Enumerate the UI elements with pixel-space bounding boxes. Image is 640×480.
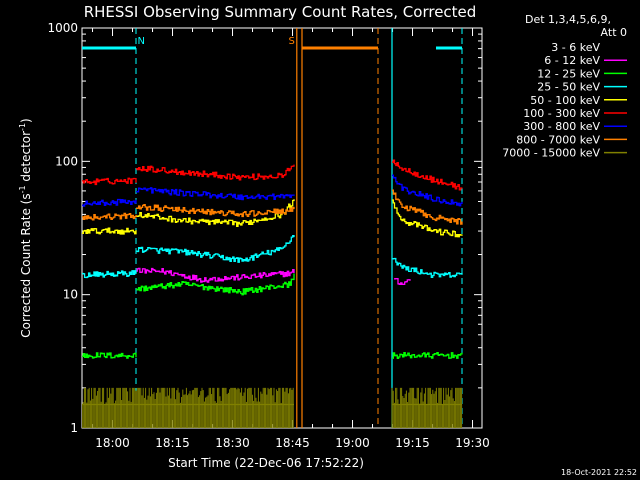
x-tick-label: 19:30: [455, 436, 490, 450]
legend-label-300-800-kev: 300 - 800 keV: [523, 120, 600, 133]
y-tick-label: 10: [63, 288, 78, 302]
x-tick-label: 18:30: [215, 436, 250, 450]
y-axis-label: Corrected Count Rate (s-1 detector-1): [18, 118, 33, 337]
legend-label-800-7000-kev: 800 - 7000 keV: [516, 133, 600, 146]
series-25-50-kev-segment: [392, 257, 463, 279]
x-tick-label: 18:45: [275, 436, 310, 450]
legend-header-line-1: Det 1,3,4,5,6,9,: [525, 13, 611, 26]
marker-n-label: N: [138, 36, 145, 47]
legend-header-line-2: Att 0: [601, 26, 627, 39]
series-6-12-kev-segment: [394, 278, 411, 286]
timestamp: 18-Oct-2021 22:52: [561, 468, 637, 477]
series-50-100-kev-segment: [392, 199, 463, 238]
series-12-25-kev-segment: [136, 273, 295, 296]
series-3-6-kev-segment: [150, 321, 295, 345]
series-100-300-kev-segment: [136, 164, 295, 181]
series-300-800-kev-segment: [392, 174, 463, 207]
series-800-7000-kev-segment: [82, 212, 137, 221]
legend-label-3-6-kev: 3 - 6 keV: [551, 41, 600, 54]
series-100-300-kev-segment: [392, 159, 463, 191]
series-300-800-kev-segment: [136, 187, 295, 201]
legend-label-12-25-kev: 12 - 25 keV: [537, 67, 600, 80]
series-800-7000-kev-segment: [392, 189, 463, 225]
legend-label-6-12-kev: 6 - 12 keV: [544, 54, 600, 67]
series-12-25-kev-segment: [392, 352, 463, 359]
series-6-12-kev-segment: [136, 267, 295, 283]
series-800-7000-kev-segment: [136, 204, 295, 218]
series-100-300-kev-segment: [82, 177, 137, 186]
legend-label-50-100-kev: 50 - 100 keV: [530, 94, 600, 107]
series-3-6-kev-segment: [394, 271, 411, 289]
series-25-50-kev-segment: [82, 270, 137, 279]
x-tick-label: 19:00: [335, 436, 370, 450]
x-tick-label: 18:15: [155, 436, 190, 450]
y-tick-label: 1: [70, 421, 78, 435]
series-50-100-kev-segment: [136, 199, 295, 227]
y-tick-label: 100: [55, 154, 78, 168]
x-axis-label: Start Time (22-Dec-06 17:52:22): [168, 456, 364, 470]
series-12-25-kev-segment: [82, 352, 137, 359]
x-tick-label: 18:00: [95, 436, 130, 450]
legend-label-7000-15000-kev: 7000 - 15000 keV: [502, 147, 600, 160]
series-300-800-kev-segment: [82, 198, 137, 207]
legend-label-25-50-kev: 25 - 50 keV: [537, 81, 600, 94]
series-25-50-kev-segment: [136, 235, 295, 263]
marker-s-label: S: [288, 36, 294, 47]
series-50-100-kev-segment: [82, 227, 137, 235]
axes: 1 10 100 1000 18:00 18:15 18:30 18:45 19:00 19:15…: [47, 21, 489, 450]
chart-title: RHESSI Observing Summary Count Rates, Co…: [84, 3, 477, 21]
x-tick-label: 19:15: [395, 436, 430, 450]
legend-label-100-300-kev: 100 - 300 keV: [523, 107, 600, 120]
y-tick-label: 1000: [47, 21, 78, 35]
